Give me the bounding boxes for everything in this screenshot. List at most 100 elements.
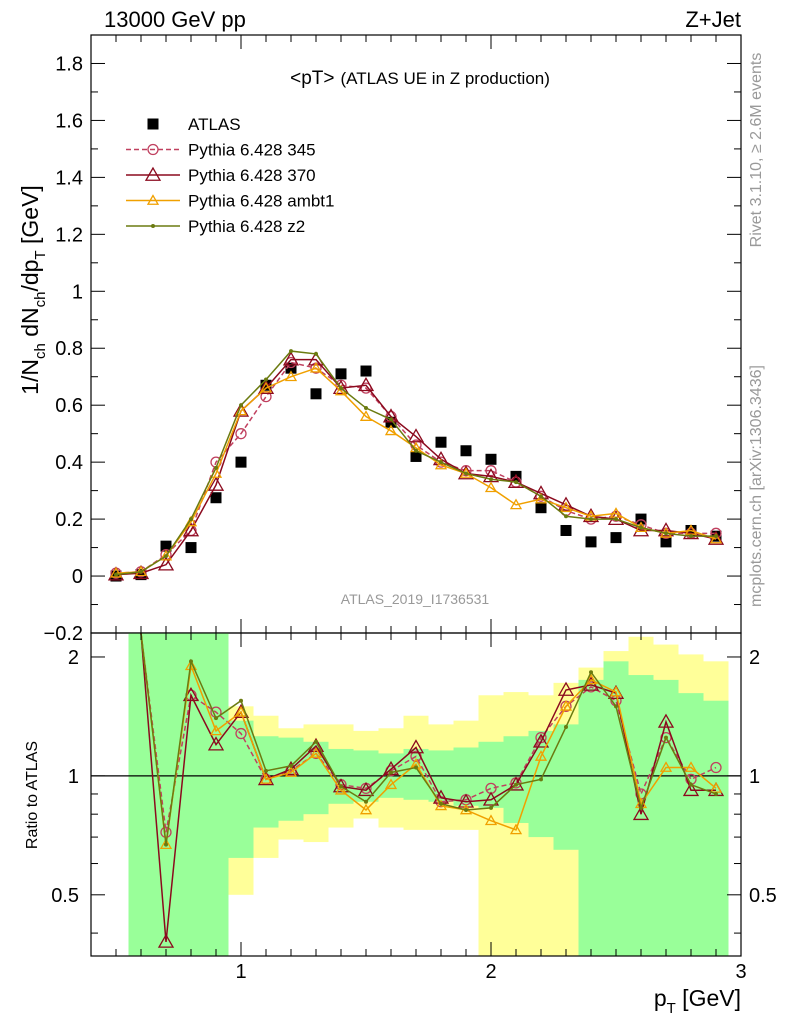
point-ambt1 (184, 515, 198, 527)
band-green (403, 748, 429, 800)
point-atlas (485, 453, 497, 465)
plot-title: <pT> (ATLAS UE in Z production) (290, 68, 550, 89)
point-atlas (160, 540, 172, 552)
ratio-point-ambt1 (384, 778, 398, 790)
y-tick-label: 0.4 (55, 452, 83, 474)
legend: ATLAS Pythia 6.428 345 Pythia 6.428 370 Pyt… (126, 115, 334, 236)
ratio-point-p370 (357, 781, 375, 797)
y-tick-label: 1.4 (55, 167, 83, 189)
ratio-point-ambt1 (484, 814, 498, 826)
point-ambt1 (259, 381, 273, 393)
point-z2 (314, 351, 318, 356)
ratio-point-z2 (239, 698, 243, 703)
point-atlas (285, 362, 297, 374)
point-atlas (560, 524, 572, 536)
header-right: Z+Jet (685, 7, 741, 32)
ratio-point-z2 (539, 777, 543, 782)
point-atlas (185, 542, 197, 554)
ratio-point-p370 (482, 791, 500, 806)
ratio-y-axis-label: Ratio to ATLAS (24, 741, 41, 849)
main-data-layer (107, 349, 725, 582)
point-z2 (139, 569, 143, 574)
band-green (653, 679, 679, 956)
point-atlas (235, 456, 247, 468)
ratio-point-z2 (264, 768, 268, 773)
point-atlas (335, 368, 347, 380)
point-p370 (232, 402, 250, 417)
point-z2 (589, 517, 593, 522)
ratio-uncertainty-bands (91, 633, 741, 956)
point-p370 (607, 510, 625, 525)
ratio-point-p370 (632, 805, 650, 821)
point-ambt1 (709, 532, 723, 544)
point-p370 (182, 522, 200, 537)
ratio-line-z2 (140, 632, 717, 845)
side-label-top: Rivet 3.1.10, ≥ 2.6M events (748, 53, 765, 248)
point-z2 (389, 417, 393, 422)
point-z2 (714, 534, 718, 539)
ratio-point-ambt1 (534, 750, 548, 761)
ratio-point-ambt1 (334, 783, 348, 795)
ratio-point-ambt1 (159, 838, 173, 849)
ratio-point-p345 (710, 761, 722, 774)
point-z2 (514, 480, 518, 485)
ratio-point-z2 (664, 735, 668, 740)
point-atlas (310, 388, 322, 400)
band-green (603, 661, 629, 956)
side-label-bottom: mcplots.cern.ch [arXiv:1306.3436] (748, 365, 765, 607)
ratio-point-z2 (589, 670, 593, 675)
band-green (503, 736, 529, 823)
band-green (453, 747, 479, 806)
point-z2 (464, 471, 468, 476)
point-ambt1 (559, 501, 573, 513)
point-ambt1 (109, 566, 123, 578)
point-ambt1 (509, 498, 523, 510)
point-ambt1 (484, 481, 498, 493)
y-tick-label: 0.2 (55, 509, 83, 531)
band-green (528, 730, 554, 838)
band-green (678, 693, 704, 956)
ratio-point-z2 (564, 724, 568, 729)
ratio-point-p345 (235, 727, 247, 740)
ratio-point-ambt1 (309, 747, 323, 758)
ratio-point-z2 (639, 805, 643, 810)
point-ambt1 (134, 565, 148, 577)
x-tick-label: 3 (735, 961, 746, 983)
point-p370 (357, 376, 375, 392)
point-ambt1 (434, 458, 448, 470)
ratio-y-tick-label-right: 2 (749, 647, 760, 669)
point-p370 (557, 496, 575, 511)
band-green (703, 700, 729, 956)
ratio-point-z2 (214, 716, 218, 721)
point-z2 (364, 406, 368, 411)
point-z2 (164, 554, 168, 559)
point-z2 (114, 572, 118, 577)
ratio-point-z2 (414, 765, 418, 770)
legend-label-p370: Pythia 6.428 370 (188, 166, 316, 185)
series-line-p345 (115, 361, 716, 574)
series-line-z2 (115, 350, 716, 576)
main-axis-ticks: −0.2 0 0.2 0.4 0.6 0.8 1 1.2 1.4 1.6 1.8 (44, 34, 742, 645)
y-tick-label: 1 (72, 281, 83, 303)
legend-label-atlas: ATLAS (188, 115, 241, 134)
point-ambt1 (359, 410, 373, 421)
point-ambt1 (159, 549, 173, 561)
ratio-point-z2 (689, 782, 693, 787)
point-atlas (260, 379, 272, 391)
ratio-point-ambt1 (559, 700, 573, 711)
ratio-point-p370 (407, 739, 425, 754)
legend-marker-z2 (151, 224, 155, 228)
ratio-point-ambt1 (284, 766, 298, 777)
ratio-point-z2 (164, 842, 168, 847)
ratio-y-tick-label-left: 0.5 (51, 885, 79, 907)
legend-label-ambt1: Pythia 6.428 ambt1 (188, 192, 334, 211)
point-z2 (639, 525, 643, 530)
point-z2 (289, 349, 293, 354)
point-z2 (214, 465, 218, 470)
point-atlas (435, 436, 447, 448)
band-green (253, 736, 279, 828)
point-atlas (660, 536, 672, 548)
y-tick-label: 1.8 (55, 53, 83, 75)
main-panel: −0.2 0 0.2 0.4 0.6 0.8 1 1.2 1.4 1.6 1.8 <pT> (ATLA… (17, 34, 742, 645)
